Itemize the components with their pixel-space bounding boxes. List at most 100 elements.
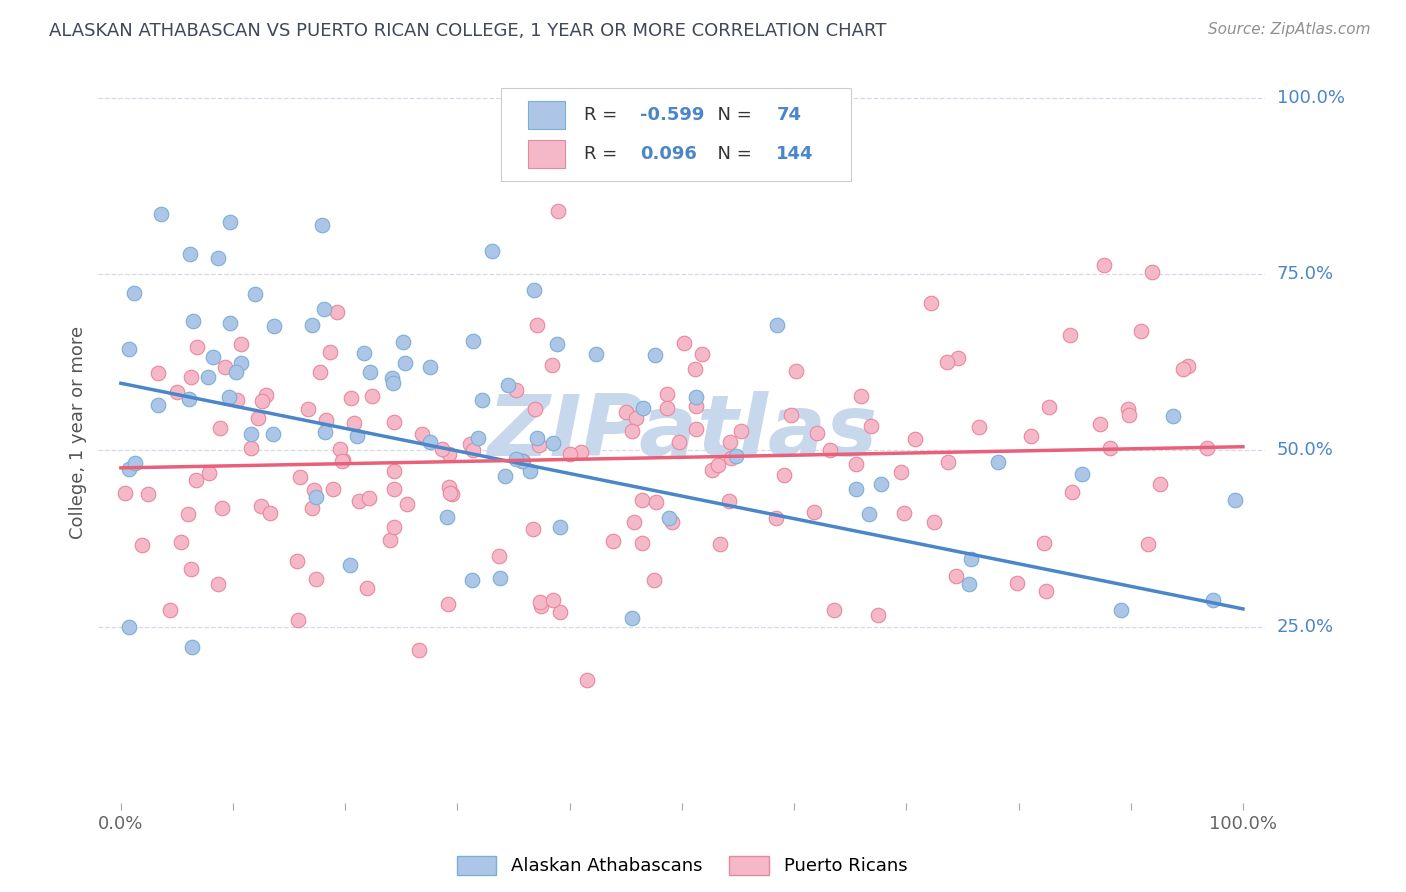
Point (526, 431, 548, 445)
Point (243, 286, 266, 301)
Point (315, 412, 337, 426)
Point (541, 592, 564, 607)
Point (1130, 324, 1153, 338)
Point (305, 572, 328, 586)
Point (437, 597, 460, 611)
Point (585, 347, 607, 361)
Point (381, 371, 404, 385)
Point (845, 457, 868, 471)
Point (1092, 258, 1115, 272)
Point (361, 389, 384, 403)
Point (197, 370, 219, 384)
Point (319, 344, 342, 359)
Point (870, 476, 893, 491)
Point (700, 462, 723, 476)
Point (347, 494, 370, 508)
Text: 100.0%: 100.0% (1277, 88, 1344, 107)
Point (467, 431, 489, 445)
Point (239, 441, 262, 455)
Point (214, 360, 236, 375)
Point (461, 574, 484, 588)
Point (523, 283, 546, 297)
Text: -0.599: -0.599 (640, 106, 704, 124)
Point (288, 470, 311, 484)
Legend: Alaskan Athabascans, Puerto Ricans: Alaskan Athabascans, Puerto Ricans (450, 849, 914, 882)
Point (541, 436, 564, 450)
Point (1005, 576, 1028, 591)
Point (806, 425, 828, 440)
Text: N =: N = (706, 106, 758, 124)
Point (890, 466, 912, 480)
Text: 0.096: 0.096 (640, 145, 697, 163)
Point (602, 534, 624, 549)
Point (150, 207, 173, 221)
Point (936, 455, 959, 469)
Point (356, 581, 378, 595)
Text: Source: ZipAtlas.com: Source: ZipAtlas.com (1208, 22, 1371, 37)
Text: 144: 144 (776, 145, 814, 163)
Point (803, 505, 825, 519)
Point (394, 356, 416, 370)
FancyBboxPatch shape (501, 88, 851, 181)
Point (259, 506, 281, 520)
Point (780, 408, 803, 422)
Point (359, 491, 381, 505)
Point (314, 425, 336, 439)
Point (631, 536, 654, 550)
Text: ZIPatlas: ZIPatlas (486, 391, 877, 475)
Point (302, 483, 325, 497)
Point (858, 507, 880, 521)
Point (170, 534, 193, 549)
Point (548, 519, 571, 533)
Point (329, 442, 352, 456)
Point (1140, 264, 1163, 278)
Point (522, 523, 544, 537)
Point (346, 428, 368, 442)
Point (339, 391, 361, 405)
Point (668, 435, 690, 450)
Point (709, 537, 731, 551)
Point (510, 454, 533, 468)
Point (118, 620, 141, 634)
Point (730, 424, 752, 438)
Point (207, 251, 229, 265)
Point (1035, 584, 1057, 599)
Point (489, 571, 512, 585)
Point (519, 464, 541, 478)
Point (326, 305, 349, 319)
Point (1177, 359, 1199, 373)
Point (146, 398, 169, 412)
Point (724, 449, 747, 463)
Point (301, 318, 323, 332)
Point (124, 456, 146, 470)
Point (314, 301, 336, 316)
Point (437, 480, 460, 494)
Point (720, 451, 742, 466)
Text: R =: R = (583, 145, 623, 163)
Point (512, 454, 534, 468)
Point (922, 515, 945, 529)
Point (419, 359, 441, 374)
Point (550, 605, 572, 619)
Point (576, 673, 599, 687)
Point (845, 482, 868, 496)
Point (614, 405, 637, 419)
Point (860, 419, 883, 434)
Point (948, 351, 970, 365)
Point (481, 244, 503, 259)
Point (201, 350, 224, 364)
Point (460, 437, 482, 451)
Point (382, 482, 405, 496)
Point (461, 334, 484, 348)
Text: 25.0%: 25.0% (1277, 617, 1334, 635)
Point (1062, 484, 1084, 499)
Point (631, 401, 654, 415)
Point (718, 493, 741, 508)
Text: N =: N = (706, 145, 758, 163)
Point (823, 603, 845, 617)
Point (1137, 536, 1160, 550)
Point (339, 558, 361, 572)
Point (529, 595, 551, 609)
Point (263, 318, 285, 333)
Point (146, 366, 169, 380)
